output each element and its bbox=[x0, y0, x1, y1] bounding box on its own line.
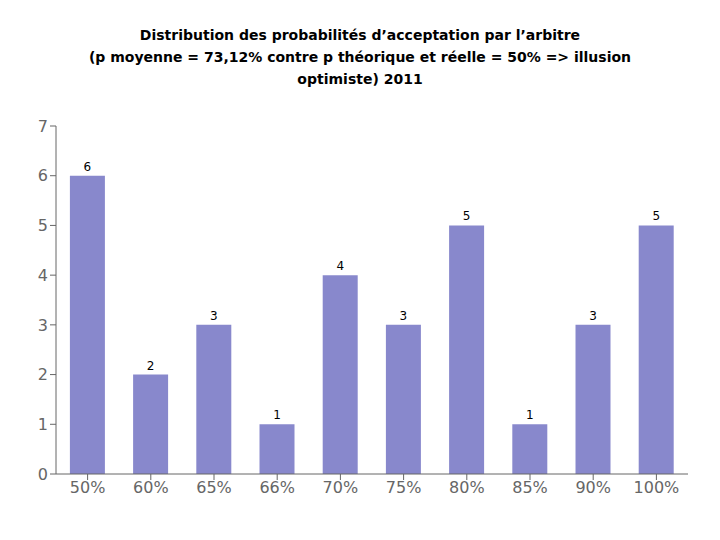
svg-text:66%: 66% bbox=[259, 478, 295, 497]
svg-text:4: 4 bbox=[38, 266, 48, 285]
svg-text:3: 3 bbox=[400, 309, 408, 323]
svg-text:3: 3 bbox=[589, 309, 597, 323]
svg-text:1: 1 bbox=[273, 408, 281, 422]
svg-text:5: 5 bbox=[652, 209, 660, 223]
svg-text:5: 5 bbox=[38, 216, 48, 235]
svg-text:3: 3 bbox=[210, 309, 218, 323]
svg-text:1: 1 bbox=[526, 408, 534, 422]
html-text:optimiste) 2011: optimiste) 2011 bbox=[297, 71, 423, 87]
svg-text:6: 6 bbox=[84, 160, 92, 174]
svg-text:50%: 50% bbox=[70, 478, 106, 497]
svg-text:60%: 60% bbox=[133, 478, 169, 497]
svg-text:90%: 90% bbox=[575, 478, 611, 497]
svg-text:6: 6 bbox=[38, 166, 48, 185]
svg-text:5: 5 bbox=[463, 209, 471, 223]
svg-text:3: 3 bbox=[38, 316, 48, 335]
svg-text:2: 2 bbox=[147, 359, 155, 373]
svg-text:75%: 75% bbox=[386, 478, 422, 497]
svg-text:2: 2 bbox=[38, 365, 48, 384]
svg-text:0: 0 bbox=[38, 465, 48, 484]
svg-text:65%: 65% bbox=[196, 478, 232, 497]
html-text:Distribution des probabilités: Distribution des probabilités d’acceptat… bbox=[139, 27, 581, 43]
svg-text:80%: 80% bbox=[449, 478, 485, 497]
svg-text:1: 1 bbox=[38, 415, 48, 434]
svg-text:100%: 100% bbox=[634, 478, 680, 497]
svg-text:4: 4 bbox=[336, 259, 344, 273]
html-text:(p moyenne = 73,12% contre p t: (p moyenne = 73,12% contre p théorique e… bbox=[88, 49, 632, 65]
svg-text:7: 7 bbox=[38, 117, 48, 136]
svg-text:85%: 85% bbox=[512, 478, 548, 497]
svg-text:70%: 70% bbox=[323, 478, 359, 497]
